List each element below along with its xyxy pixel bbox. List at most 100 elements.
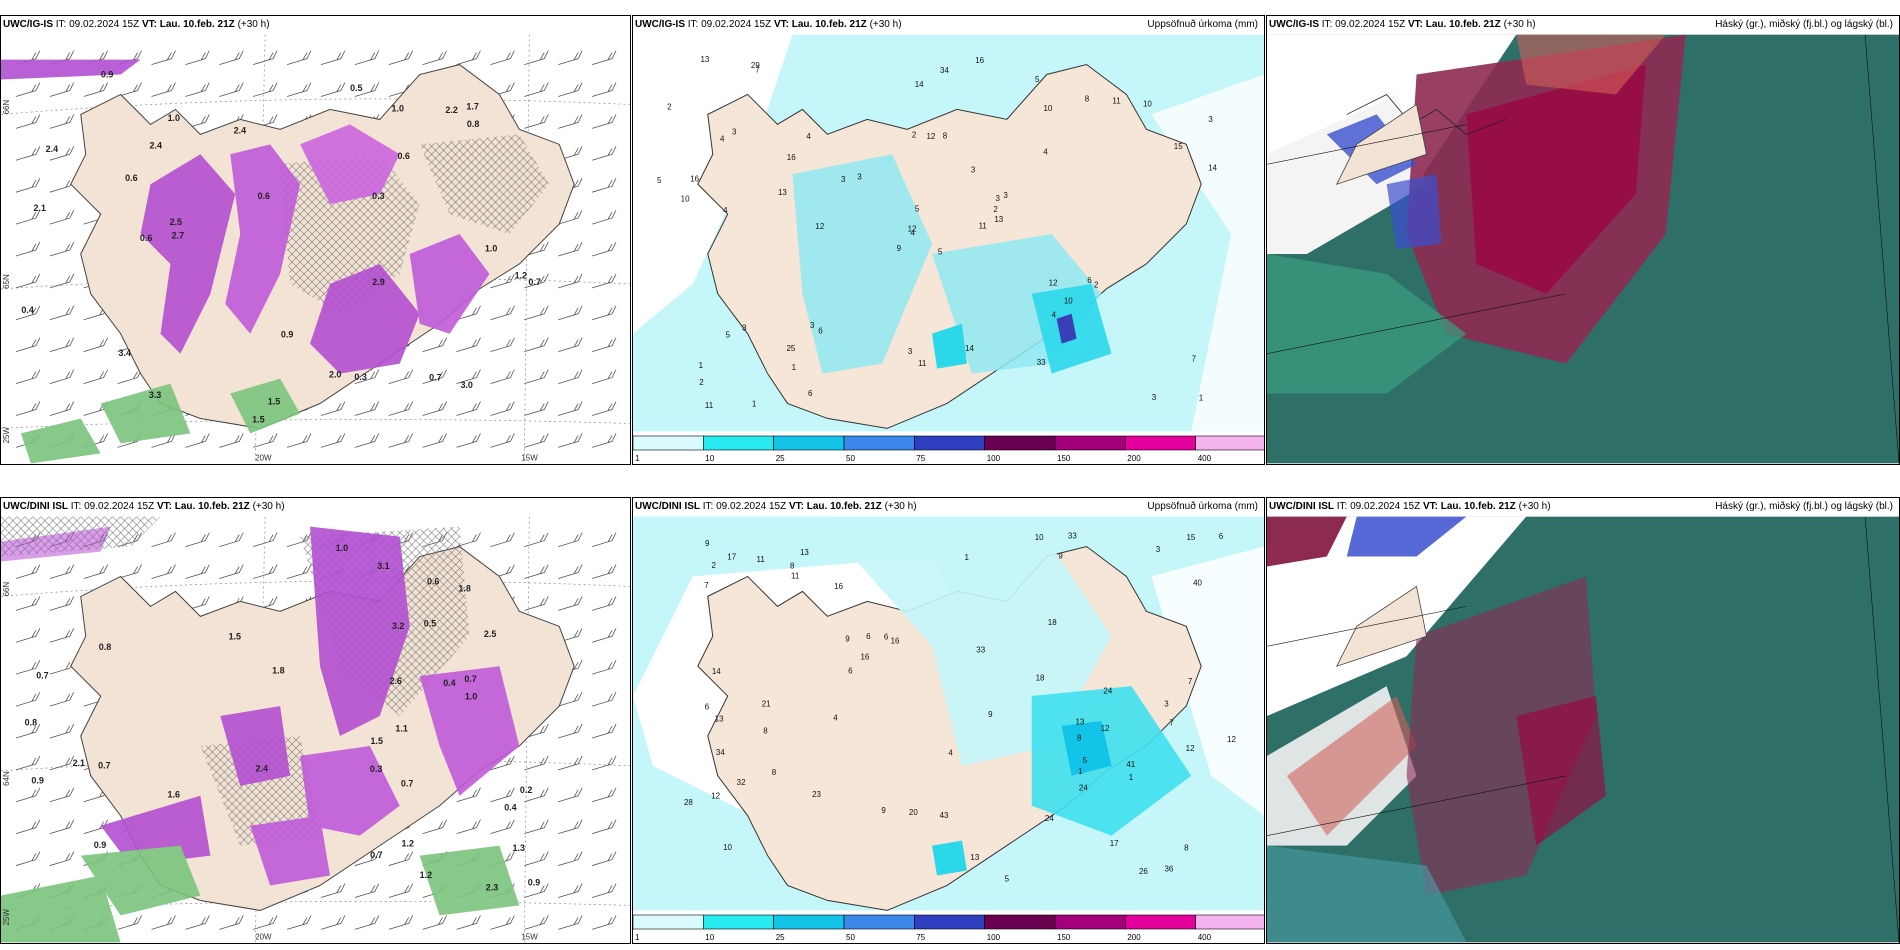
wind-barb: [388, 369, 414, 384]
value-label: 9: [705, 539, 710, 548]
value-label: 16: [891, 637, 900, 646]
wind-barb: [456, 433, 481, 448]
colorbar-segment: [1124, 435, 1196, 451]
svg-text:25W: 25W: [2, 909, 11, 926]
value-label: 3: [742, 323, 747, 332]
colorbar-tick: 25: [776, 454, 785, 463]
wind-barb: [388, 50, 414, 65]
init-time: 09.02.2024 15Z: [716, 501, 787, 512]
value-label: 4: [911, 228, 916, 237]
wind-barb: [456, 787, 481, 803]
value-label: 12: [1186, 744, 1195, 753]
value-label: 26: [1139, 867, 1148, 876]
colorbar-tick: 150: [1057, 933, 1071, 942]
colorbar-segment: [633, 914, 704, 930]
map-title: Uppsöfnuð úrkoma (mm): [1147, 19, 1258, 30]
value-label: 41: [1126, 760, 1135, 769]
value-label: 1.5: [268, 397, 280, 407]
wind-barb: [15, 755, 41, 771]
colorbar-segment: [1124, 914, 1196, 930]
colorbar-segment: [1054, 435, 1126, 451]
colorbar-tick: 100: [987, 454, 1001, 463]
wind-barb: [15, 369, 41, 384]
value-label: 2: [667, 103, 672, 112]
value-label: 0.7: [528, 277, 540, 287]
value-label: 0.9: [101, 69, 113, 79]
valid-time: Lau. 10.feb. 21Z: [174, 501, 250, 512]
value-label: 3: [971, 165, 976, 174]
wind-barb: [49, 369, 75, 384]
wind-barb: [388, 851, 414, 866]
value-label: 13: [994, 215, 1003, 224]
value-label: 12: [815, 222, 824, 231]
wind-barb: [490, 532, 515, 547]
wind-barb: [524, 50, 549, 65]
value-label: 5: [915, 204, 920, 213]
value-label: 2.4: [234, 126, 246, 136]
wind-barb: [320, 433, 346, 448]
wind-barb: [524, 532, 549, 547]
value-label: 13: [778, 188, 787, 197]
value-label: 28: [684, 798, 693, 807]
value-label: 1: [752, 399, 757, 408]
wind-barb: [524, 596, 549, 611]
value-label: 4: [833, 713, 838, 722]
wind-barb: [49, 851, 75, 866]
value-label: 13: [715, 714, 724, 723]
wind-barb: [253, 915, 278, 930]
value-label: 12: [1049, 278, 1058, 287]
value-label: 15: [1174, 142, 1183, 151]
value-label: 6: [1219, 532, 1224, 541]
colorbar-segment: [1195, 435, 1264, 451]
value-label: 1.8: [458, 584, 470, 594]
colorbar-tick: 400: [1198, 933, 1212, 942]
wind-barb: [524, 401, 549, 416]
value-label: 3.0: [460, 380, 472, 390]
wind-barb: [592, 851, 617, 866]
valid-time: Lau. 10.feb. 21Z: [1440, 501, 1516, 512]
wind-barb: [592, 50, 617, 65]
value-label: 0.4: [21, 305, 33, 315]
value-label: 5: [726, 331, 731, 340]
value-label: 0.9: [94, 840, 106, 850]
colorbar-tick: 1: [635, 454, 640, 463]
value-label: 1.0: [392, 103, 404, 113]
wind-barb: [524, 433, 549, 448]
wind-barb: [49, 628, 75, 643]
value-label: 9: [881, 806, 886, 815]
wind-barb: [253, 433, 278, 448]
wind-barb: [49, 114, 75, 129]
wind-barb: [524, 337, 549, 353]
wind-barb: [151, 433, 176, 448]
wind-barb: [354, 915, 380, 930]
wind-barb: [592, 628, 617, 643]
value-label: 0.8: [99, 642, 111, 652]
value-label: 10: [1043, 104, 1052, 113]
value-label: 2.3: [486, 883, 498, 893]
wind-barb: [592, 146, 617, 161]
value-label: 33: [1068, 532, 1077, 541]
value-label: 11: [705, 401, 714, 410]
wind-barb: [558, 305, 583, 321]
wind-barb: [592, 787, 617, 803]
value-label: 40: [1193, 579, 1202, 588]
value-label: 6: [866, 632, 871, 641]
wind-barb: [15, 564, 41, 579]
value-label: 1: [1199, 394, 1204, 403]
wind-barb: [592, 305, 617, 321]
wind-barb: [15, 628, 41, 643]
wind-barb: [592, 691, 617, 707]
init-time: 09.02.2024 15Z: [1350, 501, 1421, 512]
panel-header: UWC/IG-IS IT: 09.02.2024 15Z VT: Lau. 10…: [3, 19, 270, 30]
wind-barb: [592, 209, 617, 225]
snow-value-labels: 2.4 2.40.31.52.21.52.92.71.70.71.21.00.63…: [21, 69, 540, 424]
wind-barb: [185, 50, 210, 65]
wind-barb: [185, 433, 210, 448]
colorbar-tick: 1: [635, 933, 640, 942]
wind-barb: [286, 82, 312, 97]
svg-text:15W: 15W: [521, 453, 538, 462]
wind-barb: [524, 114, 549, 129]
wind-precip-map: 20W 15W 66N 65N 25W 2.4 2.4 0.3 1.5 2.2 1.5 2.…: [1, 34, 630, 464]
wind-barb: [558, 273, 583, 289]
colorbar-segment: [984, 914, 1056, 930]
